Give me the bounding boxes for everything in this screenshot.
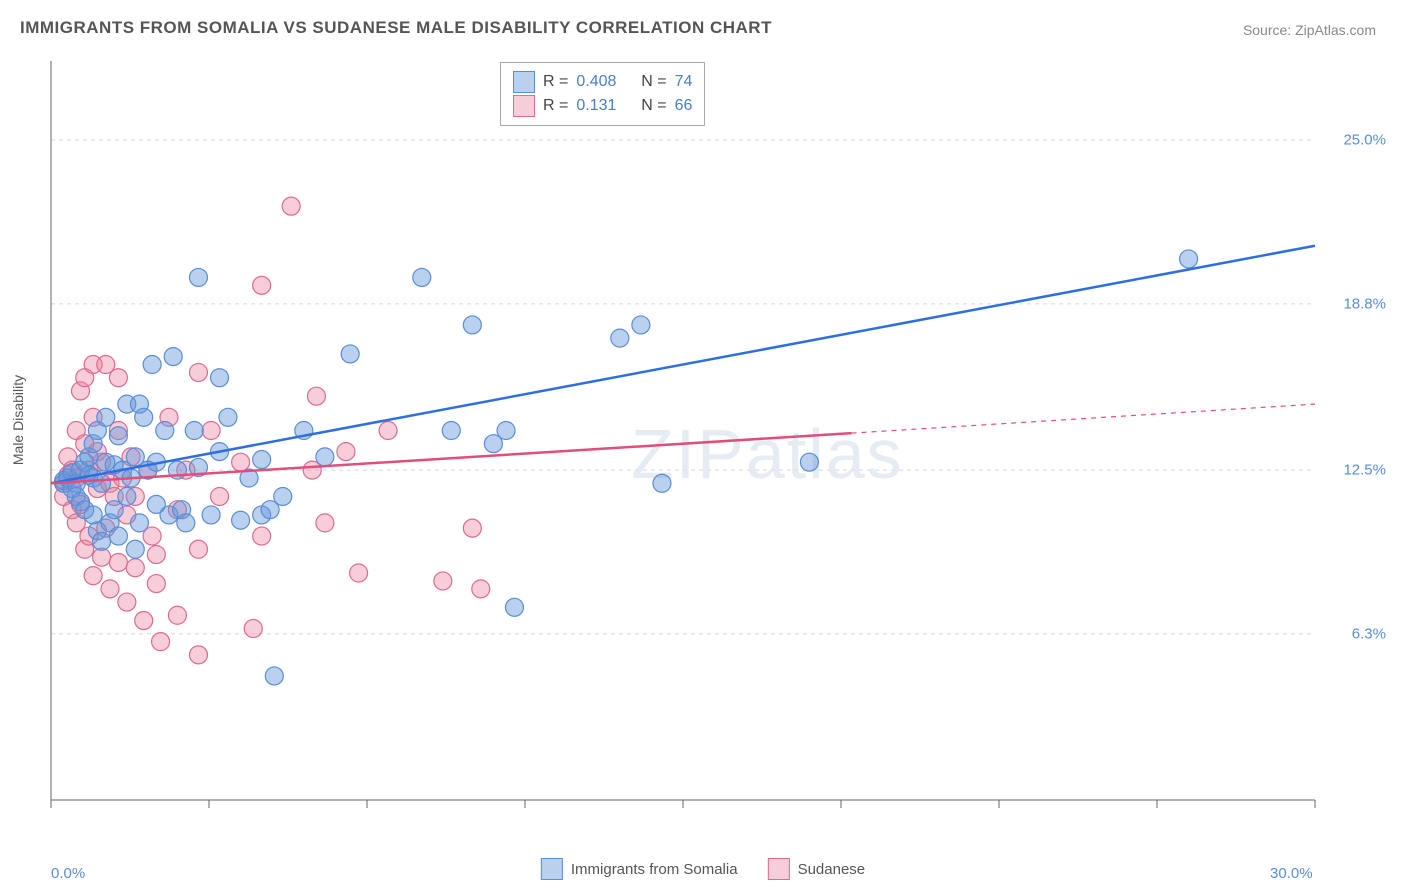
scatter-chart-svg: ZIPatlas <box>45 55 1375 830</box>
stats-row-sudanese: R = 0.131 N = 66 <box>513 95 692 117</box>
r-value-somalia: 0.408 <box>576 73 616 91</box>
source-label: Source: ZipAtlas.com <box>1243 22 1376 38</box>
legend-swatch-somalia-icon <box>541 858 563 880</box>
y-tick-label: 25.0% <box>1343 132 1386 149</box>
svg-text:ZIPatlas: ZIPatlas <box>631 415 904 493</box>
y-tick-label: 18.8% <box>1343 295 1386 312</box>
chart-title: IMMIGRANTS FROM SOMALIA VS SUDANESE MALE… <box>20 18 772 38</box>
n-label: N = <box>641 97 666 115</box>
y-axis-label: Male Disability <box>10 375 26 465</box>
legend-item-sudanese: Sudanese <box>768 858 866 880</box>
legend-label-somalia: Immigrants from Somalia <box>571 861 738 878</box>
chart-plot-area: ZIPatlas <box>45 55 1375 830</box>
swatch-sudanese-icon <box>513 95 535 117</box>
legend-swatch-sudanese-icon <box>768 858 790 880</box>
x-tick-label: 0.0% <box>51 865 85 882</box>
y-tick-label: 12.5% <box>1343 462 1386 479</box>
footer-legend: Immigrants from Somalia Sudanese <box>541 858 865 880</box>
correlation-stats-box: R = 0.408 N = 74 R = 0.131 N = 66 <box>500 62 705 126</box>
legend-label-sudanese: Sudanese <box>798 861 866 878</box>
n-value-somalia: 74 <box>675 73 693 91</box>
legend-item-somalia: Immigrants from Somalia <box>541 858 738 880</box>
y-tick-label: 6.3% <box>1352 625 1386 642</box>
x-tick-label: 30.0% <box>1270 865 1313 882</box>
r-label: R = <box>543 73 568 91</box>
n-value-sudanese: 66 <box>675 97 693 115</box>
r-value-sudanese: 0.131 <box>576 97 616 115</box>
stats-row-somalia: R = 0.408 N = 74 <box>513 71 692 93</box>
r-label: R = <box>543 97 568 115</box>
swatch-somalia-icon <box>513 71 535 93</box>
n-label: N = <box>641 73 666 91</box>
